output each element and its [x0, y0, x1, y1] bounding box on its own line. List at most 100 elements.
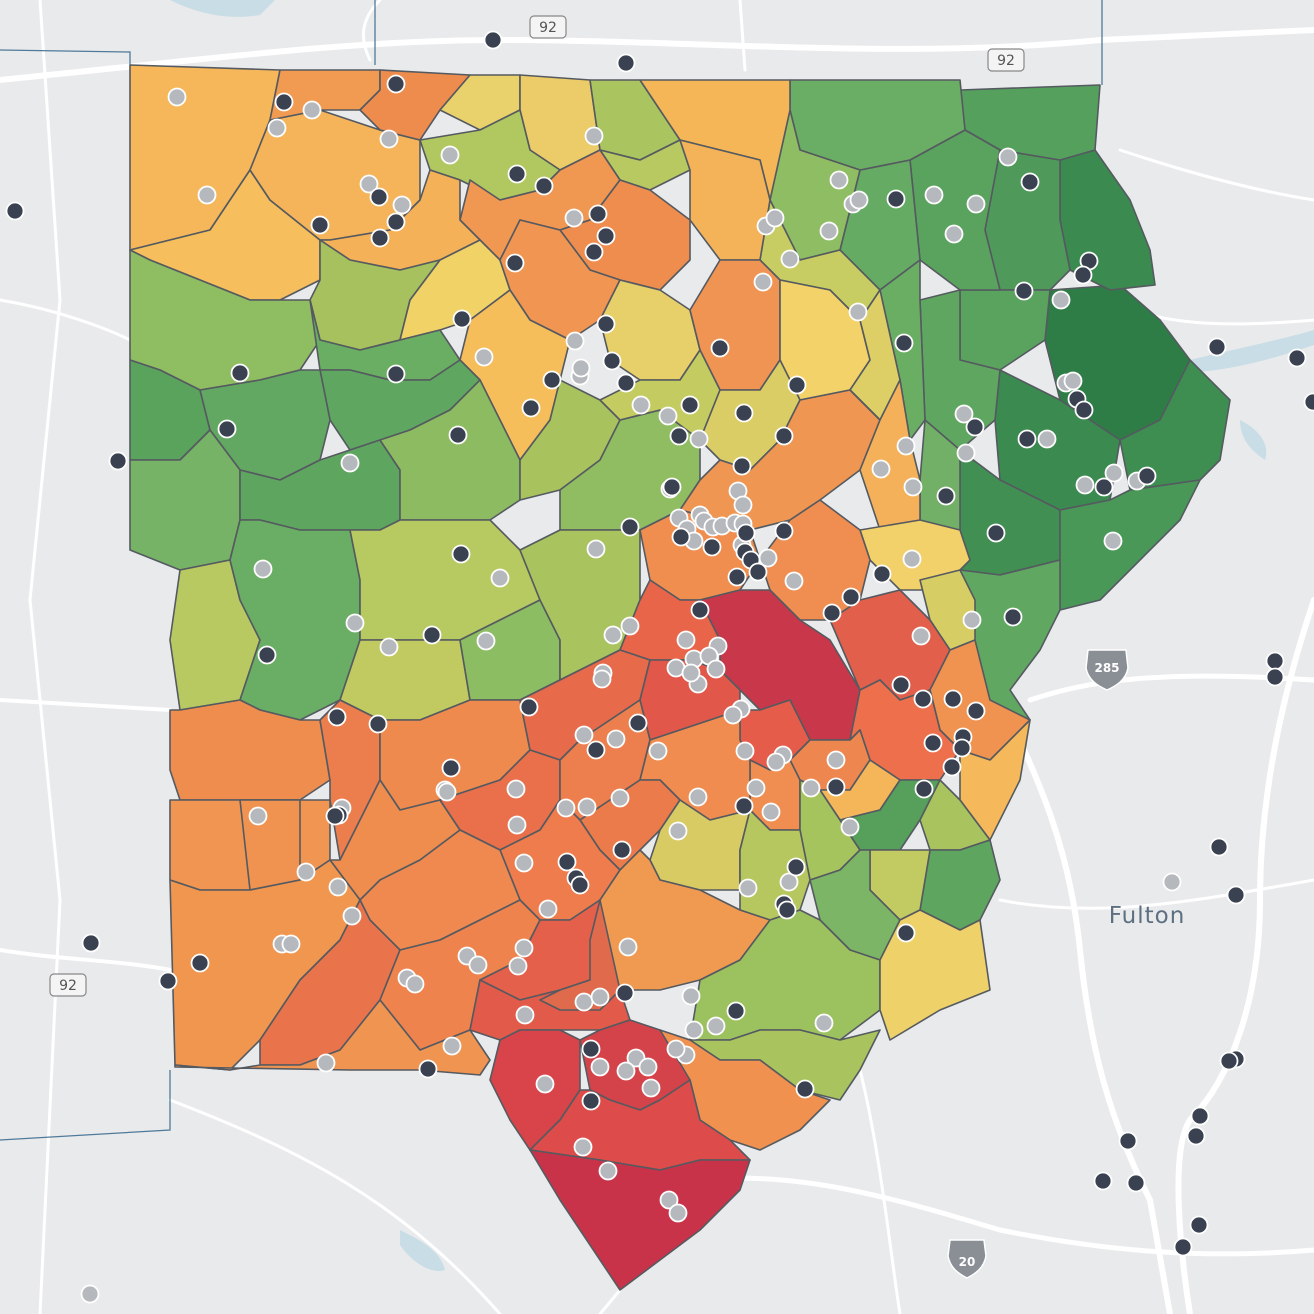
location-marker-dark[interactable]	[965, 417, 985, 437]
location-marker-dark[interactable]	[1017, 429, 1037, 449]
location-marker-dark[interactable]	[1265, 667, 1285, 687]
location-marker-light[interactable]	[379, 637, 399, 657]
location-marker-light[interactable]	[668, 1203, 688, 1223]
location-marker-light[interactable]	[253, 559, 273, 579]
location-marker-dark[interactable]	[505, 253, 525, 273]
location-marker-light[interactable]	[780, 249, 800, 269]
location-marker-light[interactable]	[167, 87, 187, 107]
location-marker-light[interactable]	[603, 625, 623, 645]
location-marker-dark[interactable]	[519, 697, 539, 717]
location-marker-light[interactable]	[954, 404, 974, 424]
location-marker-light[interactable]	[684, 1020, 704, 1040]
location-marker-light[interactable]	[631, 395, 651, 415]
location-marker-dark[interactable]	[368, 714, 388, 734]
location-marker-dark[interactable]	[734, 403, 754, 423]
location-marker-light[interactable]	[840, 817, 860, 837]
location-marker-dark[interactable]	[1073, 265, 1093, 285]
location-marker-dark[interactable]	[822, 603, 842, 623]
location-marker-dark[interactable]	[386, 212, 406, 232]
location-marker-light[interactable]	[723, 705, 743, 725]
location-marker-light[interactable]	[849, 190, 869, 210]
location-marker-light[interactable]	[733, 495, 753, 515]
location-marker-dark[interactable]	[257, 645, 277, 665]
location-marker-light[interactable]	[379, 129, 399, 149]
location-marker-light[interactable]	[556, 798, 576, 818]
location-marker-dark[interactable]	[680, 395, 700, 415]
location-marker-light[interactable]	[574, 725, 594, 745]
location-marker-dark[interactable]	[1190, 1106, 1210, 1126]
location-marker-dark[interactable]	[872, 564, 892, 584]
location-marker-light[interactable]	[814, 1013, 834, 1033]
location-marker-light[interactable]	[442, 1036, 462, 1056]
location-marker-light[interactable]	[676, 630, 696, 650]
location-marker-dark[interactable]	[690, 600, 710, 620]
location-marker-dark[interactable]	[952, 738, 972, 758]
location-marker-light[interactable]	[490, 568, 510, 588]
location-marker-dark[interactable]	[1003, 607, 1023, 627]
location-marker-dark[interactable]	[936, 486, 956, 506]
location-marker-dark[interactable]	[1094, 477, 1114, 497]
location-marker-light[interactable]	[681, 986, 701, 1006]
location-marker-light[interactable]	[267, 118, 287, 138]
location-marker-light[interactable]	[1104, 463, 1124, 483]
location-marker-light[interactable]	[316, 1053, 336, 1073]
location-marker-light[interactable]	[392, 195, 412, 215]
location-marker-light[interactable]	[474, 347, 494, 367]
location-marker-dark[interactable]	[891, 675, 911, 695]
location-marker-dark[interactable]	[795, 1079, 815, 1099]
location-marker-light[interactable]	[1162, 872, 1182, 892]
location-marker-dark[interactable]	[386, 74, 406, 94]
location-marker-light[interactable]	[706, 659, 726, 679]
location-marker-light[interactable]	[584, 126, 604, 146]
location-marker-light[interactable]	[565, 331, 585, 351]
location-marker-light[interactable]	[468, 955, 488, 975]
location-marker-light[interactable]	[574, 992, 594, 1012]
location-marker-dark[interactable]	[386, 364, 406, 384]
location-marker-light[interactable]	[735, 741, 755, 761]
location-marker-dark[interactable]	[894, 333, 914, 353]
location-marker-dark[interactable]	[914, 779, 934, 799]
location-marker-dark[interactable]	[158, 971, 178, 991]
location-marker-light[interactable]	[590, 1057, 610, 1077]
location-marker-dark[interactable]	[586, 740, 606, 760]
location-marker-light[interactable]	[1037, 429, 1057, 449]
location-marker-dark[interactable]	[557, 852, 577, 872]
location-marker-dark[interactable]	[370, 228, 390, 248]
location-marker-light[interactable]	[1075, 475, 1095, 495]
location-marker-dark[interactable]	[369, 187, 389, 207]
location-marker-light[interactable]	[1103, 531, 1123, 551]
location-marker-dark[interactable]	[441, 758, 461, 778]
location-marker-dark[interactable]	[671, 527, 691, 547]
location-marker-dark[interactable]	[612, 840, 632, 860]
location-marker-dark[interactable]	[748, 562, 768, 582]
location-marker-light[interactable]	[638, 1057, 658, 1077]
location-marker-light[interactable]	[571, 358, 591, 378]
location-marker-light[interactable]	[340, 453, 360, 473]
location-marker-light[interactable]	[586, 539, 606, 559]
location-marker-dark[interactable]	[596, 314, 616, 334]
location-marker-dark[interactable]	[710, 338, 730, 358]
location-marker-light[interactable]	[592, 669, 612, 689]
location-marker-dark[interactable]	[1226, 885, 1246, 905]
location-marker-dark[interactable]	[1219, 1051, 1239, 1071]
location-marker-dark[interactable]	[81, 933, 101, 953]
location-marker-dark[interactable]	[1137, 466, 1157, 486]
location-marker-light[interactable]	[342, 906, 362, 926]
location-marker-light[interactable]	[564, 208, 584, 228]
location-marker-dark[interactable]	[923, 733, 943, 753]
location-marker-dark[interactable]	[786, 857, 806, 877]
location-marker-light[interactable]	[666, 1039, 686, 1059]
location-marker-light[interactable]	[766, 752, 786, 772]
location-marker-light[interactable]	[515, 1005, 535, 1025]
location-marker-light[interactable]	[197, 185, 217, 205]
location-marker-dark[interactable]	[507, 164, 527, 184]
location-marker-dark[interactable]	[669, 426, 689, 446]
location-marker-dark[interactable]	[732, 456, 752, 476]
location-marker-light[interactable]	[507, 815, 527, 835]
location-marker-light[interactable]	[598, 1161, 618, 1181]
location-marker-light[interactable]	[801, 778, 821, 798]
location-marker-dark[interactable]	[1189, 1215, 1209, 1235]
location-marker-dark[interactable]	[1303, 392, 1314, 412]
location-marker-dark[interactable]	[942, 757, 962, 777]
location-marker-dark[interactable]	[584, 242, 604, 262]
